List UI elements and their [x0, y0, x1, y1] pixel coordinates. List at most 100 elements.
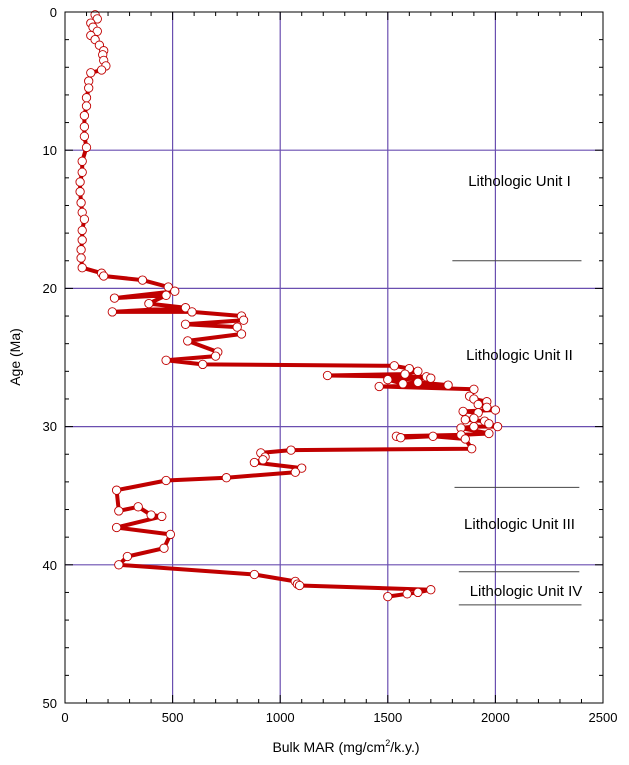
- x-axis-title-superscript: 2: [385, 738, 390, 748]
- data-point-99: [111, 485, 122, 495]
- data-point-58: [400, 369, 410, 379]
- data-point-89: [467, 444, 477, 454]
- data-point-106: [159, 543, 169, 553]
- data-point-105: [165, 529, 176, 540]
- data-point-90: [286, 445, 296, 455]
- data-point-74: [458, 406, 468, 417]
- tick-label-y-0: 0: [50, 5, 57, 20]
- data-point-35: [99, 271, 109, 281]
- x-axis-title-main: Bulk MAR (mg/cm: [272, 739, 385, 755]
- tick-label-x-2500: 2500: [589, 710, 618, 725]
- data-point-94: [249, 457, 260, 468]
- annotation-unit-iv: Lithologic Unit IV: [470, 583, 583, 600]
- data-point-17: [81, 101, 92, 111]
- data-point-36: [137, 275, 148, 285]
- data-point-55: [389, 361, 399, 371]
- tick-label-x-0: 0: [61, 710, 68, 725]
- bulk-mar-series: [75, 10, 503, 602]
- data-point-86: [396, 433, 406, 443]
- data-point-112: [294, 580, 305, 591]
- data-point-61: [426, 373, 436, 383]
- data-point-102: [146, 510, 156, 520]
- data-point-97: [221, 473, 232, 483]
- data-point-22: [77, 156, 87, 166]
- plot-frame: [64, 11, 604, 704]
- data-point-42: [180, 303, 191, 313]
- data-point-28: [79, 214, 90, 224]
- data-point-63: [398, 379, 408, 389]
- data-point-71: [473, 399, 483, 410]
- data-point-18: [79, 110, 90, 121]
- tick-label-x-2000: 2000: [481, 710, 510, 725]
- axis-ticks: [64, 11, 604, 704]
- data-point-116: [383, 591, 393, 602]
- data-point-107: [122, 551, 133, 562]
- data-point-101: [133, 502, 143, 512]
- data-point-109: [249, 569, 260, 580]
- data-point-64: [413, 377, 423, 388]
- data-point-96: [290, 467, 300, 477]
- data-point-115: [402, 589, 412, 599]
- series-line-0: [78, 12, 500, 599]
- data-point-98: [161, 475, 171, 486]
- data-point-83: [484, 428, 494, 439]
- tick-label-y-50: 50: [43, 696, 57, 711]
- data-point-87: [428, 431, 438, 441]
- data-point-37: [163, 282, 173, 292]
- data-point-88: [460, 434, 470, 444]
- data-point-93: [258, 455, 268, 465]
- data-point-67: [469, 384, 479, 394]
- data-point-76: [469, 413, 479, 423]
- x-axis-title: Bulk MAR (mg/cm2/k.y.): [272, 738, 419, 755]
- data-point-30: [77, 235, 87, 245]
- data-point-41: [144, 298, 154, 309]
- data-point-57: [413, 366, 423, 376]
- data-point-114: [413, 587, 423, 598]
- data-point-44: [187, 307, 197, 317]
- data-point-79: [484, 419, 494, 429]
- data-point-20: [79, 131, 90, 142]
- data-point-29: [77, 225, 87, 236]
- data-point-21: [81, 142, 92, 153]
- data-point-46: [238, 315, 249, 325]
- annotation-unit-ii: Lithologic Unit II: [466, 347, 573, 364]
- data-point-33: [77, 263, 87, 273]
- data-point-40: [161, 290, 171, 300]
- data-point-103: [157, 511, 167, 522]
- tick-label-y-40: 40: [43, 558, 57, 573]
- data-point-53: [161, 355, 171, 365]
- data-point-38: [170, 286, 180, 296]
- tick-label-y-30: 30: [43, 419, 57, 434]
- data-point-73: [490, 405, 501, 415]
- data-point-39: [109, 293, 120, 303]
- unit-boundaries: [452, 260, 582, 606]
- data-point-1: [92, 14, 102, 24]
- data-point-43: [107, 307, 117, 317]
- data-point-47: [180, 319, 191, 329]
- data-point-31: [76, 245, 86, 255]
- data-point-19: [79, 122, 90, 132]
- data-point-26: [76, 198, 86, 208]
- data-point-80: [492, 421, 503, 432]
- data-point-108: [114, 560, 124, 570]
- data-point-62: [383, 374, 393, 385]
- tick-label-x-500: 500: [162, 710, 184, 725]
- annotation-unit-i: Lithologic Unit I: [468, 173, 571, 190]
- data-point-65: [443, 380, 453, 390]
- data-point-50: [183, 336, 193, 346]
- data-point-52: [210, 351, 221, 361]
- grid-lines: [65, 12, 603, 703]
- data-point-54: [198, 359, 208, 370]
- y-axis-title: Age (Ma): [7, 328, 23, 386]
- data-point-24: [75, 177, 85, 187]
- tick-label-y-10: 10: [43, 143, 57, 158]
- tick-label-y-20: 20: [43, 281, 57, 296]
- data-point-100: [114, 506, 124, 516]
- x-axis-title-tail: /k.y.): [390, 739, 419, 755]
- data-point-23: [77, 167, 87, 177]
- data-point-59: [322, 370, 333, 381]
- data-point-66: [374, 381, 384, 392]
- data-point-4: [92, 26, 102, 36]
- data-point-49: [236, 329, 247, 339]
